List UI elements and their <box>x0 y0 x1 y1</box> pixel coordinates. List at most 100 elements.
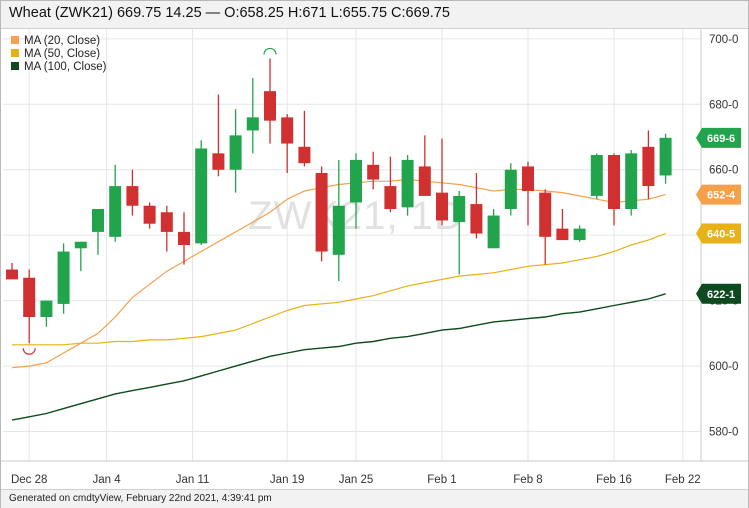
candle-body <box>625 153 638 209</box>
x-tick-label: Jan 19 <box>270 474 305 486</box>
candle-down[interactable] <box>160 205 173 252</box>
x-tick-label: Jan 25 <box>339 474 374 486</box>
price-badge-shape <box>696 184 741 205</box>
y-tick-label: 580-0 <box>709 427 738 439</box>
price-badge-label: 669-6 <box>707 133 735 145</box>
candle-up[interactable] <box>401 155 414 216</box>
candle-body <box>6 269 18 280</box>
candle-down[interactable] <box>556 209 569 241</box>
candle-body <box>92 209 104 232</box>
candle-up[interactable] <box>573 225 586 242</box>
candle-body <box>642 146 655 187</box>
candle-down[interactable] <box>178 212 190 265</box>
price-chart[interactable]: ZWK21, 1D 580-0600-0620-0640-0660-0680-0… <box>1 29 748 489</box>
candle-up[interactable] <box>659 133 672 184</box>
candle-body <box>281 117 294 144</box>
candle-down[interactable] <box>642 130 655 200</box>
candle-body <box>436 192 448 221</box>
candle-down[interactable] <box>212 94 225 177</box>
candle-body <box>487 215 500 249</box>
candle-up[interactable] <box>57 243 70 314</box>
candle-down[interactable] <box>522 161 534 226</box>
high-marker <box>263 47 277 55</box>
candle-body <box>229 135 242 170</box>
legend: MA (20, Close) MA (50, Close) MA (100, C… <box>11 35 107 73</box>
y-tick-label: 700-0 <box>709 34 738 46</box>
candle-down[interactable] <box>608 153 620 226</box>
candle-body <box>470 204 483 234</box>
legend-swatch-ma50 <box>11 49 19 57</box>
price-badge-shape <box>696 127 741 148</box>
candle-body <box>418 166 431 196</box>
footer-text: Generated on cmdtyView, February 22nd 20… <box>9 493 272 504</box>
y-tick-label: 600-0 <box>709 361 738 373</box>
price-badges: 669-6 652-4 640-5 622-1 <box>696 127 741 304</box>
candle-up[interactable] <box>625 150 638 216</box>
x-axis: Dec 28 Jan 4 Jan 11 Jan 19 Jan 25 Feb 1 Feb 8 F… <box>1 460 748 486</box>
candle-body <box>195 148 208 244</box>
candle-down[interactable] <box>126 169 139 216</box>
legend-ma100: MA (100, Close) <box>24 61 107 73</box>
candle-up[interactable] <box>487 209 500 249</box>
candle-down[interactable] <box>367 151 380 190</box>
candle-up[interactable] <box>350 153 362 229</box>
candle-down[interactable] <box>281 114 294 173</box>
candle-up[interactable] <box>453 191 466 275</box>
x-tick-label: Jan 4 <box>93 474 122 486</box>
footer: Generated on cmdtyView, February 22nd 20… <box>1 489 748 508</box>
candle-up[interactable] <box>109 164 122 242</box>
ma100-line <box>11 293 666 421</box>
candle-body <box>160 212 173 232</box>
price-badge: 669-6 <box>696 127 741 148</box>
candle-up[interactable] <box>246 78 259 154</box>
price-badge-label: 622-1 <box>707 289 735 301</box>
candle-down[interactable] <box>470 173 483 239</box>
candle-down[interactable] <box>298 110 311 167</box>
candle-body <box>143 205 156 224</box>
candle-down[interactable] <box>6 263 18 280</box>
candle-up[interactable] <box>590 153 603 200</box>
candle-body <box>332 205 345 255</box>
candle-down[interactable] <box>264 58 276 144</box>
candle-body <box>608 155 620 209</box>
candle-body <box>264 91 276 121</box>
x-tick-label: Jan 11 <box>176 474 210 486</box>
markers <box>22 47 277 355</box>
candles <box>6 58 672 344</box>
x-tick-label: Dec 28 <box>11 474 47 486</box>
candle-down[interactable] <box>384 156 397 213</box>
candle-body <box>573 228 586 241</box>
price-badge: 652-4 <box>696 184 741 205</box>
candle-down[interactable] <box>418 135 431 196</box>
x-tick-label: Feb 16 <box>596 474 632 486</box>
x-tick-label: Feb 22 <box>665 474 701 486</box>
legend-ma20: MA (20, Close) <box>24 35 100 47</box>
candle-body <box>74 241 87 249</box>
candle-body <box>367 164 380 180</box>
candle-body <box>504 169 517 209</box>
candle-up[interactable] <box>74 241 87 272</box>
candle-up[interactable] <box>40 300 53 327</box>
price-badge-label: 640-5 <box>707 229 735 241</box>
candle-down[interactable] <box>143 202 156 229</box>
legend-swatch-ma100 <box>11 62 19 70</box>
candle-down[interactable] <box>436 138 448 226</box>
candle-up[interactable] <box>332 159 345 281</box>
candle-up[interactable] <box>229 109 242 193</box>
candle-body <box>539 192 552 237</box>
candle-body <box>401 159 414 208</box>
price-badge-shape <box>696 223 741 244</box>
price-badge-label: 652-4 <box>707 190 736 202</box>
candle-body <box>246 117 259 131</box>
candle-up[interactable] <box>92 209 104 255</box>
candle-up[interactable] <box>195 140 208 245</box>
price-badge-shape <box>696 283 741 304</box>
candle-up[interactable] <box>504 163 517 216</box>
candle-down[interactable] <box>315 166 328 262</box>
candle-down[interactable] <box>539 189 552 265</box>
candle-down[interactable] <box>23 269 36 344</box>
candle-body <box>384 186 397 209</box>
candle-body <box>126 186 139 206</box>
